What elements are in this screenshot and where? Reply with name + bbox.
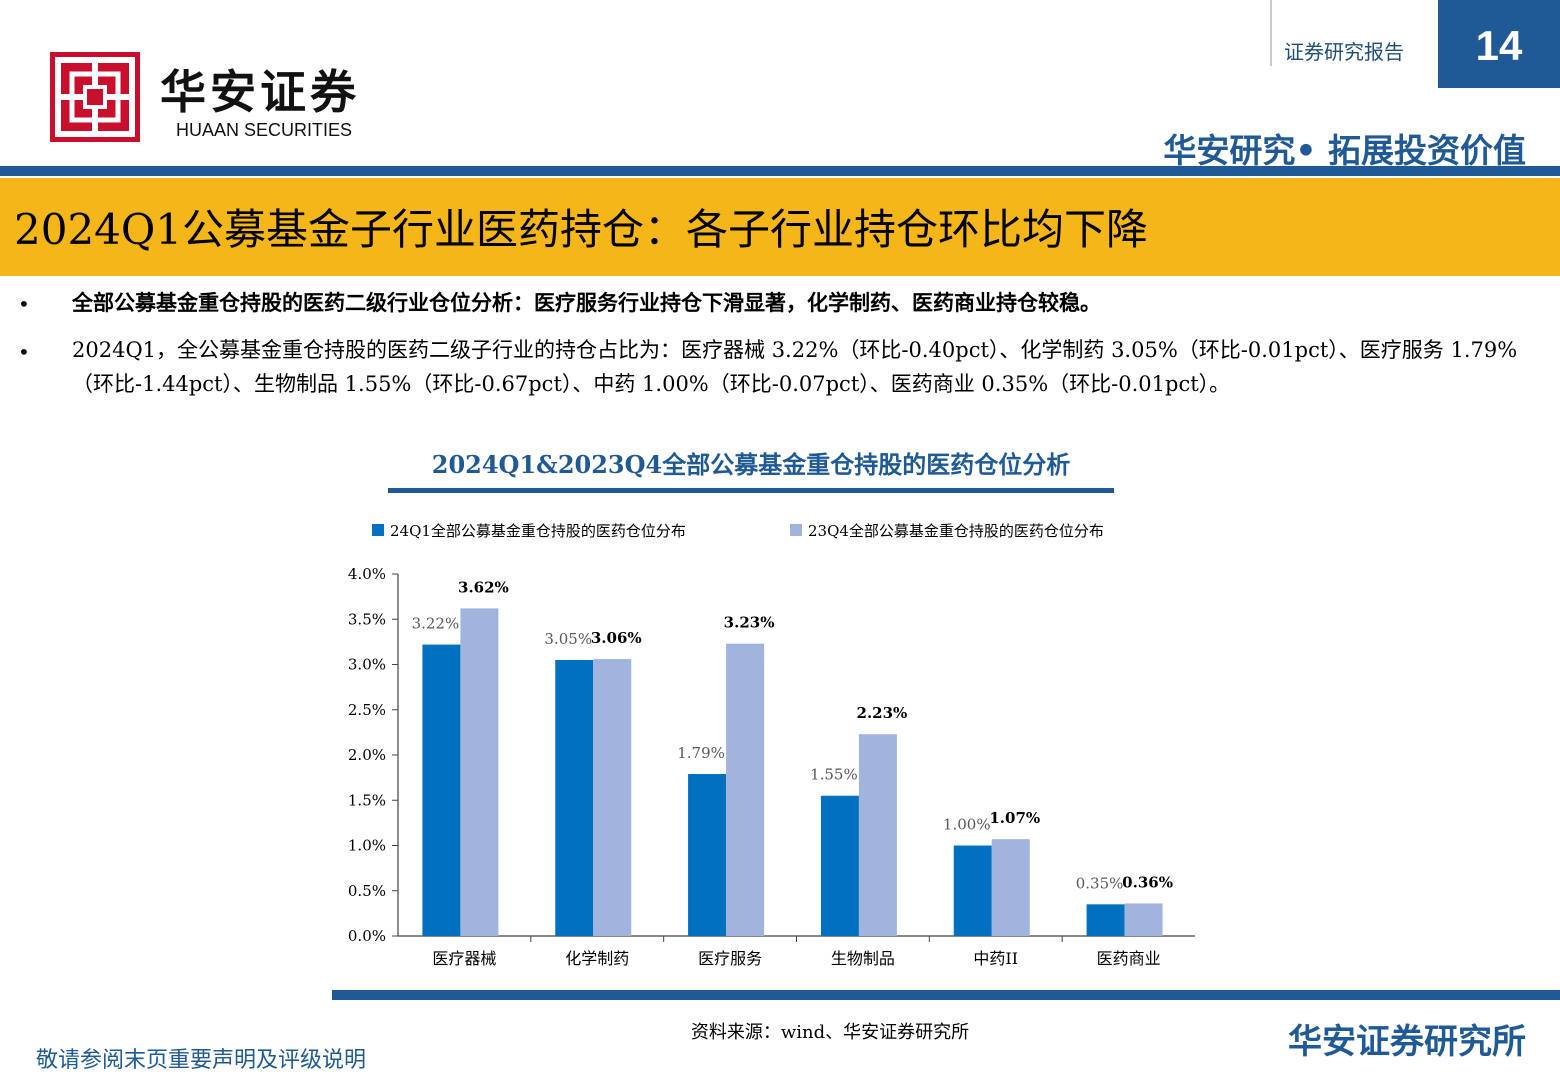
bar (858, 734, 897, 936)
data-label: 1.79% (677, 744, 725, 762)
bar (726, 643, 765, 936)
y-tick-label: 2.0% (348, 746, 386, 764)
bar (1124, 903, 1163, 936)
data-label: 2.23% (857, 704, 908, 722)
x-tick-label: 化学制药 (565, 949, 629, 968)
report-type-label: 证券研究报告 (1284, 40, 1404, 64)
data-label: 3.23% (724, 614, 775, 632)
bar (1086, 904, 1125, 936)
y-tick-label: 0.0% (348, 927, 386, 945)
institute-name: 华安证券研究所 (1288, 1022, 1526, 1062)
data-label: 0.35% (1076, 874, 1124, 892)
disclaimer-link[interactable]: 敬请参阅末页重要声明及评级说明 (36, 1048, 367, 1073)
logo-text-en: HUAAN SECURITIES (176, 120, 353, 140)
y-tick-label: 0.5% (348, 882, 386, 900)
bar (593, 659, 632, 936)
chart-title: 2024Q1&2023Q4全部公募基金重仓持股的医药仓位分析 (431, 450, 1071, 479)
title-banner (0, 178, 1560, 276)
bar (688, 774, 727, 936)
header-divider (0, 166, 1560, 176)
footer-divider (332, 990, 1560, 1000)
x-tick-label: 医疗器械 (432, 949, 496, 968)
x-tick-label: 生物制品 (831, 949, 895, 968)
bar (422, 644, 461, 936)
page-title: 2024Q1公募基金子行业医药持仓：各子行业持仓环比均下降 (14, 205, 1149, 254)
logo-text-cn: 华安证券 (160, 65, 360, 119)
legend-label: 24Q1全部公募基金重仓持股的医药仓位分布 (390, 522, 686, 540)
chart-title-underline (388, 488, 1114, 493)
bullet-marker: • (18, 340, 30, 364)
bullet-text-detail: 2024Q1，全公募基金重仓持股的医药二级子行业的持仓占比为：医疗器械 3.22… (72, 338, 1518, 396)
data-label: 3.06% (591, 629, 642, 647)
x-tick-label: 中药II (973, 949, 1018, 968)
y-tick-label: 2.5% (348, 701, 386, 719)
bar (820, 795, 859, 936)
y-tick-label: 1.5% (348, 791, 386, 809)
data-label: 1.55% (810, 766, 858, 784)
bar (953, 845, 992, 936)
bullet-text-summary: 全部公募基金重仓持股的医药二级行业仓位分析：医疗服务行业持仓下滑显著，化学制药、… (72, 290, 1101, 315)
y-tick-label: 3.0% (348, 656, 386, 674)
x-tick-label: 医疗服务 (698, 949, 762, 968)
header-separator (1270, 0, 1272, 66)
logo-emblem-icon (55, 57, 135, 137)
y-tick-label: 4.0% (348, 565, 386, 583)
slogan: 华安研究• 拓展投资价值 (1163, 131, 1526, 170)
y-tick-label: 3.5% (348, 610, 386, 628)
data-label: 1.00% (943, 816, 991, 834)
data-source: 资料来源：wind、华安证券研究所 (690, 1022, 970, 1043)
legend-swatch (372, 524, 384, 536)
bar (991, 839, 1030, 936)
data-label: 1.07% (989, 809, 1040, 827)
bullet-marker: • (18, 292, 30, 316)
logo-emblem (50, 52, 140, 142)
bar (460, 608, 499, 936)
bar (555, 659, 594, 936)
data-label: 3.62% (458, 578, 509, 596)
page-number: 14 (1438, 0, 1560, 88)
legend-swatch (790, 524, 802, 536)
data-label: 0.36% (1122, 873, 1173, 891)
data-label: 3.22% (412, 615, 460, 633)
data-label: 3.05% (544, 630, 592, 648)
legend-label: 23Q4全部公募基金重仓持股的医药仓位分布 (808, 522, 1104, 540)
y-tick-label: 1.0% (348, 837, 386, 855)
x-tick-label: 医药商业 (1097, 949, 1161, 968)
